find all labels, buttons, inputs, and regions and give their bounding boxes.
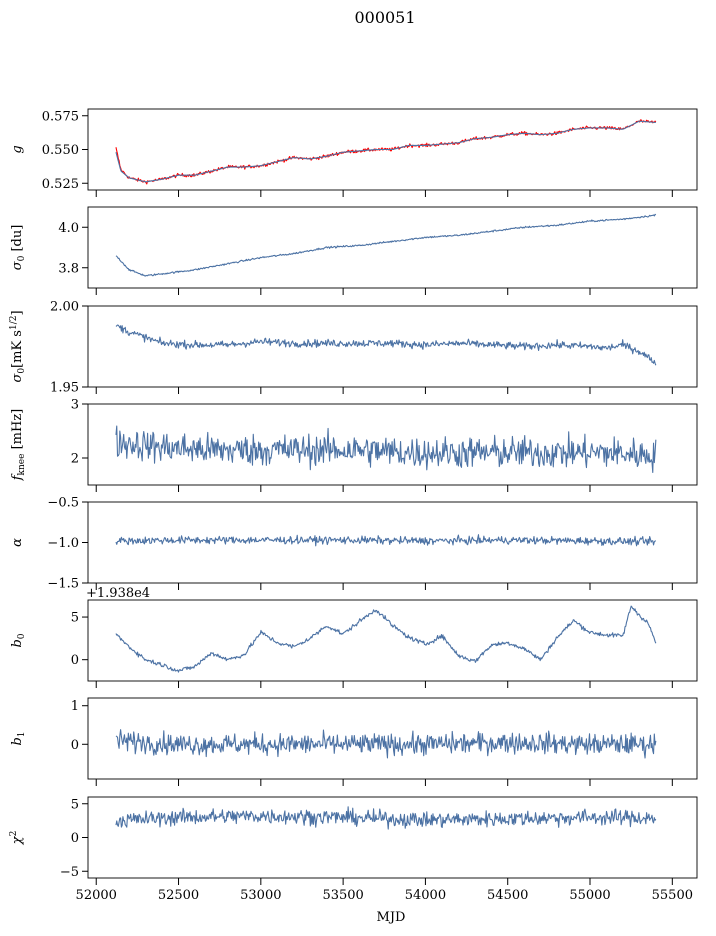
panel-8-ytick-label: 0 — [71, 831, 79, 846]
figure-title: 000051 — [354, 8, 415, 27]
panel-6-ytick-label: 5 — [71, 611, 79, 626]
panel-5-ytick-label: −1.5 — [47, 577, 79, 592]
xtick-label: 55500 — [652, 888, 693, 903]
panel-4-ytick-label: 3 — [71, 398, 79, 413]
panel-4-series-1 — [115, 425, 657, 473]
panel-1-ytick-label: 0.550 — [42, 143, 79, 158]
panel-7-series-1 — [115, 729, 657, 759]
panel-6: 0 5 +1.938e4 b0 — [10, 586, 698, 688]
xtick-label: 54000 — [405, 888, 446, 903]
panel-1-ylabel: g — [10, 145, 25, 153]
panel-8-ytick-label: −5 — [60, 865, 79, 880]
panel-3: 1.95 2.00 σ0[mK s1/2] — [9, 300, 698, 396]
xtick-label: 53500 — [322, 888, 363, 903]
xtick-label: 53000 — [240, 888, 281, 903]
panel-7-ytick-label: 0 — [71, 738, 79, 753]
panel-4-frame — [87, 403, 698, 486]
panel-7-frame — [87, 697, 698, 780]
panel-5: −1.5 −1.0 −0.5 α — [10, 496, 698, 592]
panel-6-frame — [87, 599, 698, 682]
panel-3-ytick-label: 2.00 — [50, 300, 79, 315]
panel-1-ytick-label: 0.525 — [42, 177, 79, 192]
panel-5-ytick-label: −0.5 — [47, 496, 79, 511]
panel-1-ytick-label: 0.575 — [42, 109, 79, 124]
xtick-label: 55000 — [569, 888, 610, 903]
panel-8: −5 0 5 52000 52500 53000 53500 54000 54500 55000 5… — [9, 796, 698, 903]
panel-5-ylabel: α — [10, 538, 25, 547]
panel-2-ytick-label: 3.8 — [58, 261, 79, 276]
xtick-label: 52500 — [158, 888, 199, 903]
x-axis-label: MJD — [377, 910, 406, 925]
panel-8-series-1 — [115, 806, 657, 830]
panel-7-ylabel: b1 — [10, 731, 27, 745]
panel-7: 0 1 b1 — [10, 697, 698, 786]
panel-2-frame — [87, 206, 698, 289]
panel-3-ytick-label: 1.95 — [50, 381, 79, 396]
xtick-label: 52000 — [76, 888, 117, 903]
panel-1-series-2 — [115, 120, 656, 183]
panel-4-ytick-label: 2 — [71, 452, 79, 467]
panel-4-ylabel: fknee [mHz] — [10, 409, 27, 482]
panel-3-frame — [87, 305, 698, 388]
panel-7-ytick-label: 1 — [71, 699, 79, 714]
panel-3-ylabel: σ0[mK s1/2] — [9, 310, 27, 382]
panel-2-ylabel: σ0 [du] — [10, 225, 27, 271]
panels: 0.525 0.550 0.575 g 3.8 4.0 σ0 [du] 1.95 2.00 σ0[… — [9, 108, 698, 903]
panel-6-series-1 — [115, 605, 657, 673]
panel-5-ytick-label: −1.0 — [47, 536, 79, 551]
panel-6-ylabel: b0 — [10, 633, 27, 647]
panel-8-ylabel: χ2 — [9, 831, 25, 846]
panel-5-series-1 — [115, 534, 657, 547]
panel-8-ytick-label: 5 — [71, 797, 79, 812]
panel-2-series-1 — [115, 213, 657, 277]
panel-2: 3.8 4.0 σ0 [du] — [10, 206, 698, 295]
xtick-label: 54500 — [487, 888, 528, 903]
panel-1: 0.525 0.550 0.575 g — [10, 108, 698, 197]
panel-3-series-1 — [115, 324, 657, 366]
panel-6-ytick-label: 0 — [71, 653, 79, 668]
panel-6-offset-text: +1.938e4 — [86, 586, 150, 601]
panel-2-ytick-label: 4.0 — [58, 221, 79, 236]
panel-4: 2 3 fknee [mHz] — [10, 398, 698, 492]
panel-8-frame — [87, 796, 698, 879]
